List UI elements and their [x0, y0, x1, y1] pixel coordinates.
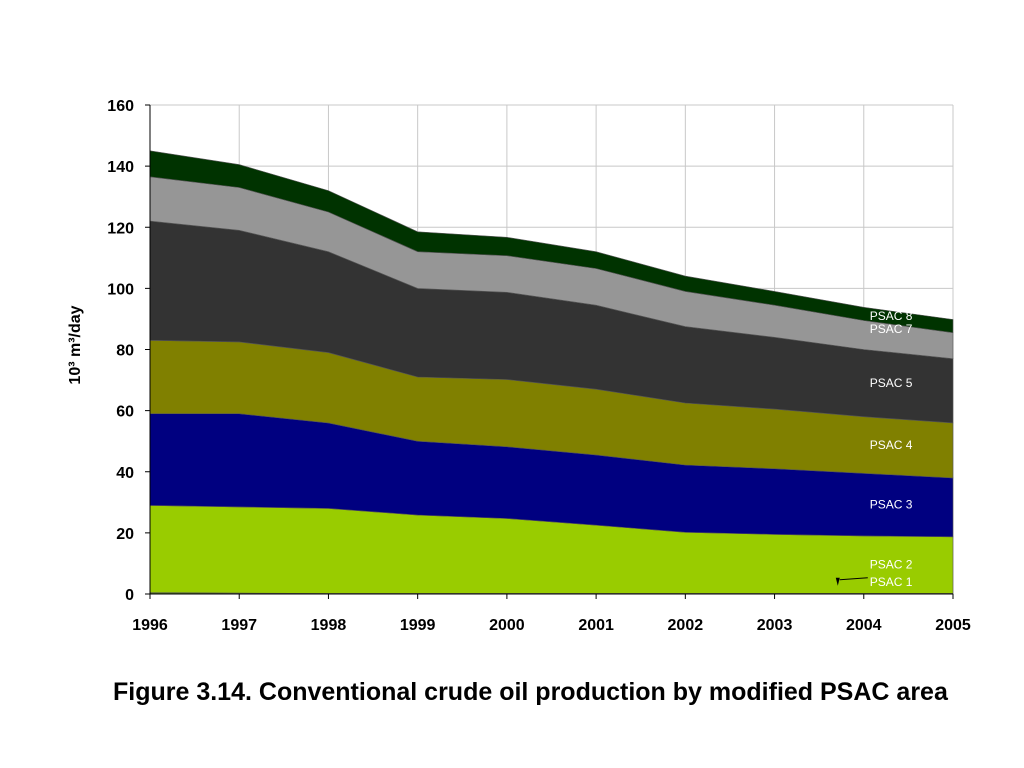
stacked-area-chart: 0 20 40 60 80 100 120 140 160 1996 1997 1998 1999 20… — [67, 98, 971, 634]
area-series — [149, 150, 954, 595]
figure-caption: Figure 3.14. Conventional crude oil prod… — [113, 678, 948, 706]
area-label-psac-8: PSAC 8 — [870, 309, 913, 323]
y-tick-label: 20 — [116, 526, 134, 543]
x-tick-label: 2001 — [578, 617, 614, 634]
y-tick-label: 40 — [116, 465, 134, 482]
x-tick-label: 1999 — [400, 617, 436, 634]
x-tick-label: 2000 — [489, 617, 525, 634]
psac1-arrow-head — [835, 577, 840, 586]
x-tick-label: 1996 — [132, 617, 168, 634]
area-label-psac-4: PSAC 4 — [870, 438, 913, 452]
x-tick-label: 2004 — [846, 617, 882, 634]
area-label-psac-2: PSAC 2 — [870, 558, 913, 572]
y-tick-label: 140 — [107, 159, 134, 176]
x-tick-labels: 1996 1997 1998 1999 2000 2001 2002 2003 2004 2005 — [132, 617, 971, 634]
y-tick-label: 80 — [116, 343, 134, 360]
area-psac-8 — [149, 150, 954, 334]
y-tick-label: 0 — [125, 587, 134, 604]
y-tick-label: 60 — [116, 404, 134, 421]
area-label-psac-7: PSAC 7 — [870, 322, 913, 336]
y-tick-label: 120 — [107, 220, 134, 237]
y-tick-label: 100 — [107, 281, 134, 298]
y-tick-labels: 0 20 40 60 80 100 120 140 160 — [107, 98, 134, 604]
y-tick-label: 160 — [107, 98, 134, 115]
area-label-psac-1: PSAC 1 — [870, 575, 913, 589]
x-tick-label: 1998 — [311, 617, 347, 634]
x-tick-label: 2002 — [668, 617, 704, 634]
psac1-leader-line — [839, 577, 868, 581]
x-tick-label: 2003 — [757, 617, 793, 634]
area-label-psac-5: PSAC 5 — [870, 376, 913, 390]
area-label-psac-3: PSAC 3 — [870, 498, 913, 512]
axes — [145, 104, 954, 599]
x-tick-label: 2005 — [935, 617, 971, 634]
y-axis-label: 10³ m³/day — [67, 305, 84, 384]
x-tick-label: 1997 — [221, 617, 257, 634]
